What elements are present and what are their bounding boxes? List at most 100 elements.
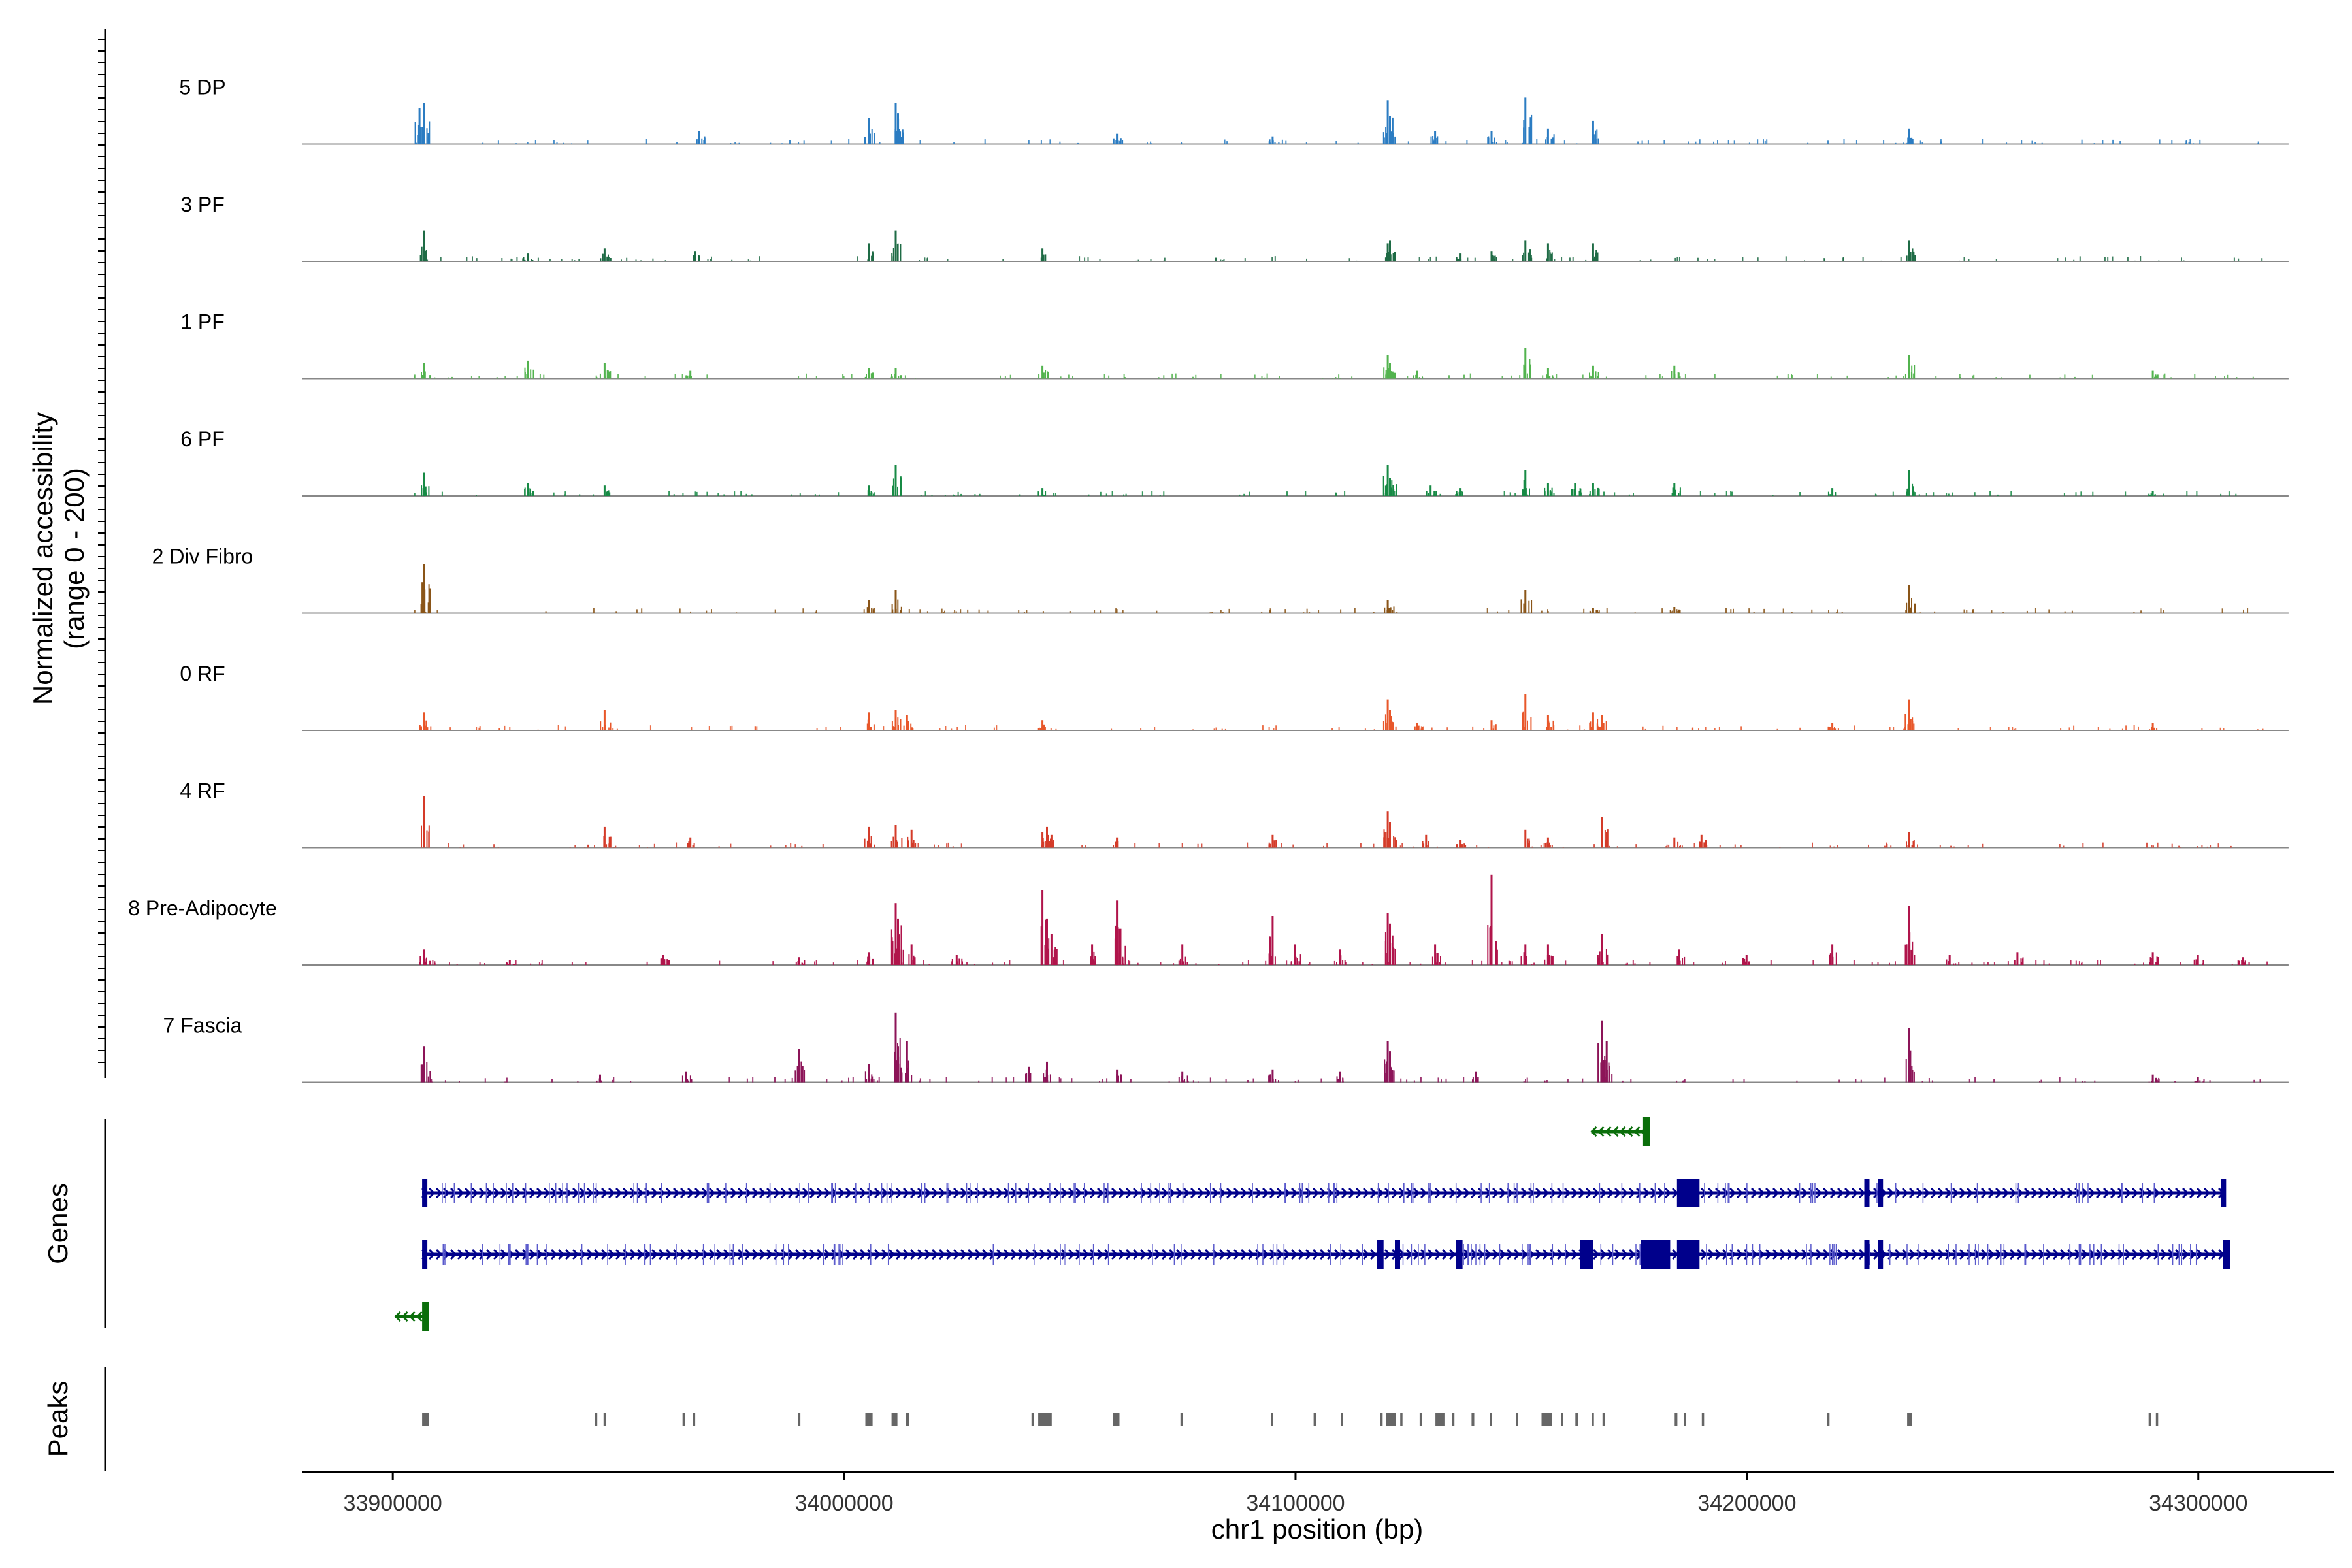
coverage-noise	[1047, 1080, 1049, 1083]
coverage-noise	[416, 142, 417, 144]
coverage-noise	[1269, 611, 1271, 613]
coverage-peak-shoulder	[1527, 838, 1529, 848]
coverage-noise	[2201, 728, 2203, 730]
coverage-noise	[1921, 1081, 1923, 1083]
coverage-noise	[1892, 491, 1894, 496]
coverage-peak-shoulder	[1181, 1075, 1183, 1083]
coverage-peak-shoulder	[1527, 252, 1529, 261]
coverage-noise	[1102, 1079, 1103, 1083]
coverage-peak-shoulder	[1339, 957, 1341, 965]
coverage-peak-shoulder	[1904, 374, 1906, 379]
coverage-noise	[938, 845, 939, 848]
coverage-noise	[2257, 143, 2259, 144]
coverage-peak-shoulder	[508, 964, 510, 965]
coverage-noise	[1111, 728, 1113, 730]
coverage-peak-shoulder	[1456, 846, 1458, 848]
coverage-peak-shoulder	[532, 369, 534, 379]
coverage-peak-shoulder	[870, 727, 872, 730]
coverage-peak-shoulder	[1392, 1075, 1394, 1083]
coverage-noise	[587, 140, 589, 144]
coverage-peak-shoulder	[1494, 255, 1496, 261]
coverage-noise	[1681, 845, 1683, 848]
coverage-noise	[1950, 845, 1952, 848]
strand-chevron	[996, 1187, 1004, 1199]
coverage-noise	[2253, 1079, 2255, 1083]
coverage-peak-shoulder	[1910, 252, 1912, 261]
coverage-noise	[1843, 139, 1845, 144]
strand-chevron	[1226, 1249, 1233, 1260]
strand-chevron	[1226, 1187, 1233, 1199]
coverage-noise	[996, 725, 998, 730]
coverage-noise	[2186, 491, 2188, 496]
coverage-noise	[852, 1077, 854, 1083]
coverage-noise	[1297, 1079, 1299, 1083]
strand-chevron	[2168, 1187, 2175, 1199]
coverage-peak-shoulder	[687, 375, 689, 379]
coverage-noise	[1294, 1081, 1296, 1083]
coverage-noise	[604, 376, 606, 379]
coverage-noise	[1982, 139, 1984, 144]
coverage-noise	[1740, 726, 1742, 730]
coverage-peak	[1673, 837, 1676, 848]
coverage-peak-shoulder	[874, 133, 875, 144]
coverage-peak-shoulder	[895, 608, 897, 613]
coverage-noise	[1791, 375, 1793, 379]
coverage-peak-shoulder	[608, 372, 610, 379]
coverage-peak-shoulder	[1606, 832, 1607, 848]
coverage-noise	[1243, 493, 1245, 496]
coverage-noise	[951, 961, 953, 965]
coverage-noise	[649, 725, 651, 730]
coverage-peak-shoulder	[869, 956, 871, 965]
coverage-peak-shoulder	[1906, 488, 1908, 496]
coverage-noise	[681, 374, 683, 379]
coverage-peak-shoulder	[1414, 726, 1416, 730]
coverage-noise	[718, 846, 720, 848]
peak-region	[1561, 1413, 1563, 1426]
coverage-noise	[1603, 491, 1605, 496]
coverage-peak	[897, 918, 899, 965]
coverage-peak-shoulder	[798, 964, 800, 965]
coverage-peak-shoulder	[1493, 725, 1495, 730]
coverage-noise	[1023, 612, 1025, 613]
coverage-noise	[1637, 141, 1639, 144]
coverage-peak	[2151, 723, 2154, 731]
coverage-peak-shoulder	[1472, 1077, 1474, 1083]
strand-chevron	[1241, 1187, 1248, 1199]
coverage-peak-shoulder	[2196, 961, 2198, 965]
strand-chevron	[1614, 1249, 1622, 1260]
coverage-noise	[497, 140, 499, 144]
coverage-peak-shoulder	[1432, 139, 1434, 144]
coverage-noise	[501, 258, 503, 261]
coverage-noise	[1384, 1080, 1386, 1083]
coverage-noise	[1666, 844, 1668, 848]
strand-chevron	[1852, 1187, 1859, 1199]
coverage-peak-shoulder	[695, 255, 696, 261]
coverage-peak-shoulder	[1044, 1077, 1046, 1083]
coverage-noise	[848, 1077, 849, 1083]
coverage-peak-shoulder	[898, 376, 900, 379]
coverage-peak-shoulder	[1178, 1077, 1180, 1083]
coverage-noise	[843, 376, 845, 379]
coverage-peak-shoulder	[1426, 491, 1428, 496]
coverage-noise	[1026, 610, 1028, 613]
coverage-peak-shoulder	[900, 478, 902, 496]
coverage-peak-shoulder	[1546, 374, 1548, 379]
coverage-noise	[571, 259, 573, 261]
coverage-noise	[2194, 374, 2196, 379]
coverage-peak-shoulder	[1492, 255, 1494, 261]
coverage-noise	[1646, 378, 1648, 379]
coverage-peak-shoulder	[911, 727, 913, 730]
coverage-peak-shoulder	[1413, 375, 1414, 379]
coverage-peak-shoulder	[2202, 1081, 2204, 1083]
coverage-peak-shoulder	[1269, 936, 1271, 965]
strand-chevron	[687, 1187, 694, 1199]
coverage-noise	[920, 495, 922, 496]
coverage-peak-shoulder	[1904, 944, 1906, 965]
coverage-peak-shoulder	[898, 129, 900, 144]
coverage-peak-shoulder	[1573, 491, 1575, 496]
coverage-peak-shoulder	[1465, 845, 1467, 848]
coverage-noise	[1993, 962, 1995, 965]
coverage-noise	[638, 845, 640, 848]
coverage-peak-shoulder	[423, 815, 425, 848]
peak-region	[865, 1413, 873, 1426]
